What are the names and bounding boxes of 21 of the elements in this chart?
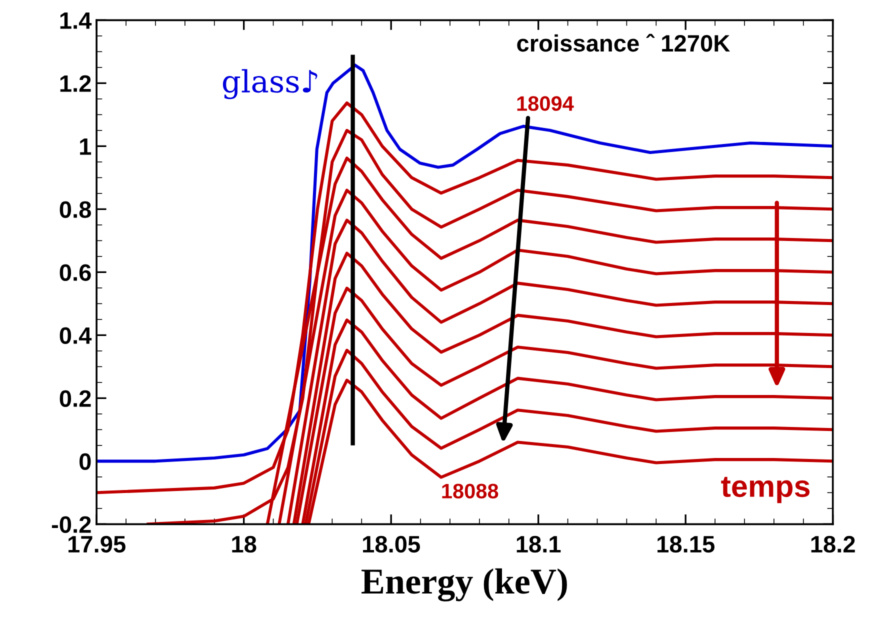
x-tick-label: 17.95 — [68, 536, 126, 553]
y-tick-label: 0.4 — [60, 327, 92, 344]
x-tick-label: 18.1 — [516, 536, 561, 553]
y-tick-label: 1.4 — [60, 12, 92, 29]
y-tick-label: 0 — [80, 453, 91, 470]
y-tick-label: 0.8 — [60, 201, 91, 218]
y-tick-label: -0.2 — [52, 516, 91, 533]
annotation: temps — [721, 476, 810, 504]
annotation: 18094 — [517, 96, 574, 111]
annotation: 18088 — [442, 484, 498, 499]
y-tick-label: 1.2 — [60, 75, 91, 92]
y-tick-label: 1 — [80, 138, 92, 155]
x-tick-label: 18.2 — [811, 536, 855, 553]
series-label: glass♪ — [222, 69, 318, 100]
y-tick-label: 0.2 — [60, 390, 91, 407]
y-tick-label: 0.6 — [60, 264, 91, 281]
annotation: croissance ˆ 1270K — [517, 34, 730, 52]
x-tick-label: 18 — [232, 536, 256, 553]
x-axis-title: Energy (keV) — [362, 568, 567, 602]
x-tick-label: 18.05 — [363, 536, 420, 553]
x-tick-label: 18.15 — [658, 536, 714, 553]
